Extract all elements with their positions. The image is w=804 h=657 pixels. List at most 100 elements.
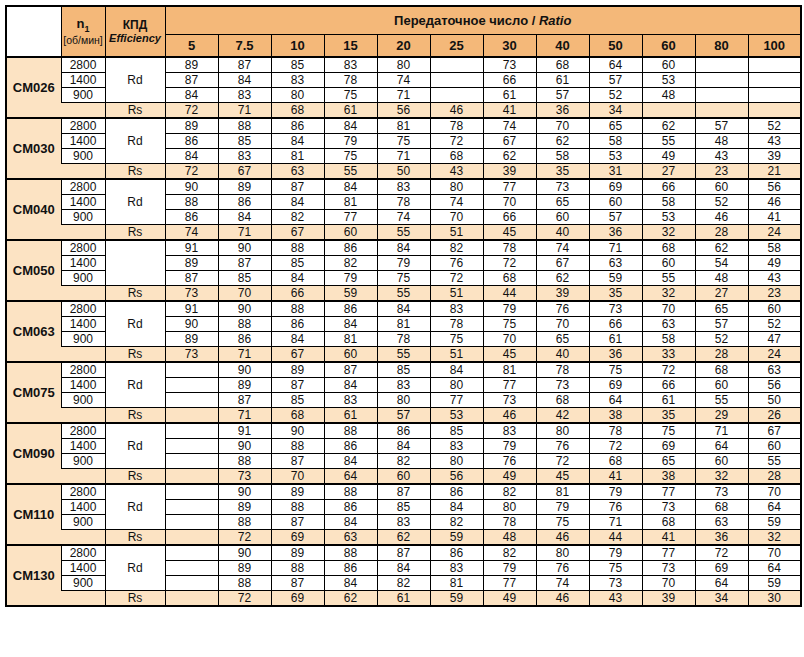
efficiency-value: 80	[271, 88, 324, 103]
efficiency-value: 76	[536, 561, 589, 576]
efficiency-value: 71	[589, 240, 642, 256]
efficiency-value: 84	[377, 240, 430, 256]
efficiency-value: 81	[324, 332, 377, 347]
efficiency-value: 79	[324, 271, 377, 286]
efficiency-value: 65	[536, 332, 589, 347]
efficiency-value: 62	[536, 134, 589, 149]
efficiency-value: 89	[165, 118, 218, 134]
efficiency-value: 57	[695, 317, 748, 332]
efficiency-value: 31	[589, 164, 642, 180]
rs-label: Rs	[105, 408, 165, 424]
rs-row: Rs7370646056494541383228	[6, 469, 801, 485]
efficiency-value: 74	[377, 210, 430, 225]
model-name: CM130	[6, 545, 61, 606]
efficiency-value: 80	[377, 57, 430, 73]
efficiency-value	[695, 57, 748, 73]
efficiency-value: 60	[324, 225, 377, 241]
efficiency-value: 84	[377, 439, 430, 454]
efficiency-value	[642, 103, 695, 119]
efficiency-value: 24	[748, 347, 801, 363]
rd-label: Rd	[105, 423, 165, 469]
rd-label: Rd	[105, 545, 165, 591]
efficiency-value: 62	[642, 118, 695, 134]
ratio-col-header: 7.5	[218, 34, 271, 57]
efficiency-value: 48	[695, 134, 748, 149]
efficiency-value: 73	[642, 561, 695, 576]
efficiency-value	[165, 423, 218, 439]
efficiency-value: 32	[748, 530, 801, 546]
efficiency-value: 65	[589, 118, 642, 134]
efficiency-value: 88	[271, 500, 324, 515]
ratio-col-header: 15	[324, 34, 377, 57]
efficiency-value: 82	[430, 240, 483, 256]
efficiency-value	[165, 484, 218, 500]
efficiency-value: 70	[483, 332, 536, 347]
efficiency-value: 59	[430, 591, 483, 607]
efficiency-value: 60	[536, 210, 589, 225]
efficiency-value: 89	[165, 57, 218, 73]
efficiency-value: 61	[483, 88, 536, 103]
efficiency-value: 85	[271, 393, 324, 408]
ratio-col-header: 50	[589, 34, 642, 57]
ratio-col-header: 5	[165, 34, 218, 57]
efficiency-value: 63	[748, 362, 801, 378]
efficiency-label-ru: КПД	[106, 19, 165, 32]
efficiency-value: 36	[589, 347, 642, 363]
rd-label: Rd	[105, 301, 165, 347]
efficiency-value: 53	[642, 210, 695, 225]
speed-cell: 900	[61, 271, 105, 286]
efficiency-value: 82	[430, 515, 483, 530]
rs-label: Rs	[105, 347, 165, 363]
efficiency-value: 41	[483, 103, 536, 119]
rd-label: Rd	[105, 484, 165, 530]
efficiency-value: 56	[748, 179, 801, 195]
efficiency-value: 84	[271, 195, 324, 210]
efficiency-value: 64	[695, 576, 748, 591]
model-name: CM040	[6, 179, 61, 240]
efficiency-value: 71	[218, 103, 271, 119]
efficiency-value: 67	[536, 256, 589, 271]
efficiency-value: 69	[589, 179, 642, 195]
efficiency-value: 46	[483, 408, 536, 424]
efficiency-value: 87	[271, 454, 324, 469]
efficiency-value: 29	[695, 408, 748, 424]
ratio-col-header: 80	[695, 34, 748, 57]
efficiency-value: 30	[748, 591, 801, 607]
ratio-col-header: 20	[377, 34, 430, 57]
efficiency-value	[165, 591, 218, 607]
efficiency-value: 83	[218, 149, 271, 164]
efficiency-value: 61	[589, 332, 642, 347]
efficiency-value: 66	[589, 317, 642, 332]
efficiency-value: 35	[642, 408, 695, 424]
rd-label	[105, 240, 165, 286]
efficiency-value: 63	[642, 317, 695, 332]
efficiency-value	[748, 103, 801, 119]
efficiency-value: 71	[695, 423, 748, 439]
efficiency-value: 72	[218, 530, 271, 546]
speed-cell: 900	[61, 149, 105, 164]
efficiency-value: 76	[536, 301, 589, 317]
efficiency-value: 86	[324, 301, 377, 317]
efficiency-value: 89	[271, 545, 324, 561]
efficiency-value: 85	[218, 271, 271, 286]
rs-row: Rs726763555043393531272321	[6, 164, 801, 180]
efficiency-value: 86	[271, 118, 324, 134]
rd-label: Rd	[105, 118, 165, 164]
efficiency-value: 43	[695, 149, 748, 164]
rs-label: Rs	[105, 103, 165, 119]
efficiency-value: 39	[536, 286, 589, 302]
efficiency-value: 70	[430, 210, 483, 225]
efficiency-value: 45	[536, 469, 589, 485]
efficiency-value: 70	[642, 576, 695, 591]
efficiency-value: 85	[218, 134, 271, 149]
efficiency-value: 78	[377, 332, 430, 347]
efficiency-value: 78	[324, 73, 377, 88]
efficiency-value: 43	[589, 591, 642, 607]
efficiency-value: 74	[377, 73, 430, 88]
efficiency-value: 40	[536, 347, 589, 363]
efficiency-value: 43	[748, 134, 801, 149]
efficiency-value: 83	[430, 439, 483, 454]
efficiency-value: 87	[377, 484, 430, 500]
efficiency-value: 80	[536, 423, 589, 439]
efficiency-value: 44	[589, 530, 642, 546]
